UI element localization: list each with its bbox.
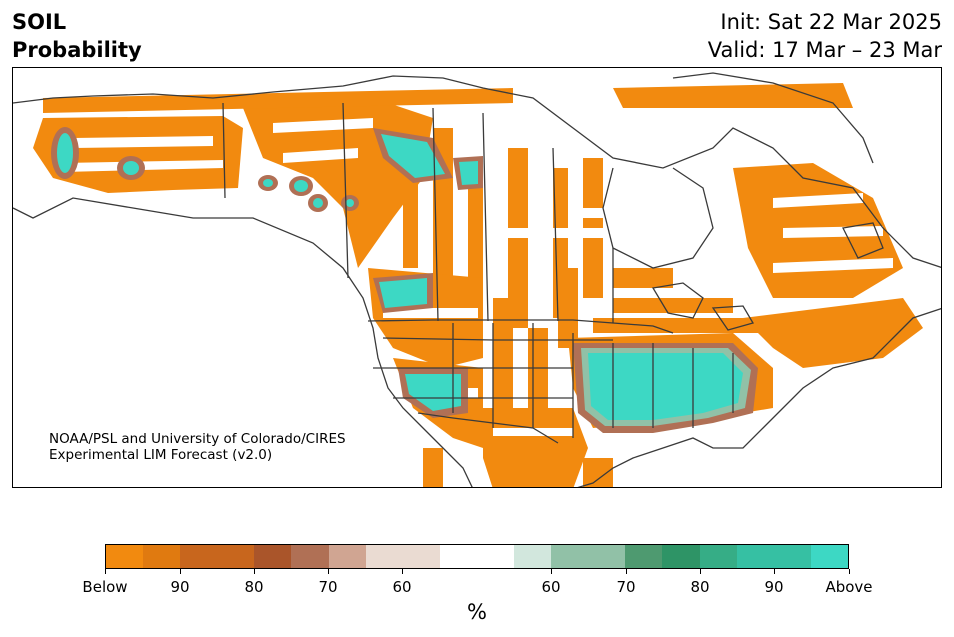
northeast-region <box>743 298 923 368</box>
colorbar-segment <box>328 545 366 568</box>
forecast-dates: Init: Sat 22 Mar 2025 Valid: 17 Mar – 23… <box>708 8 942 64</box>
colorbar-tick <box>551 569 552 574</box>
state-lines <box>373 323 734 438</box>
colorbar-tick-label: 90 <box>170 578 190 596</box>
arctic-band <box>43 83 853 113</box>
credit-line-2: Experimental LIM Forecast (v2.0) <box>49 447 273 463</box>
credit-line-1: NOAA/PSL and University of Colorado/CIRE… <box>49 431 346 447</box>
colorbar-segment <box>291 545 329 568</box>
colorbar-segment <box>625 545 663 568</box>
alaska-region <box>33 116 243 193</box>
coastlines-and-borders <box>13 72 941 487</box>
colorbar-segment <box>810 545 848 568</box>
colorbar-tick <box>402 569 403 574</box>
colorbar-tick-label: Below <box>82 578 128 596</box>
title-variable: SOIL <box>12 10 67 34</box>
colorbar-tick-label: 70 <box>318 578 338 596</box>
colorbar-segment <box>180 545 218 568</box>
colorbar-segment <box>662 545 700 568</box>
colorbar-tick-label: 60 <box>392 578 412 596</box>
colorbar-segment <box>254 545 292 568</box>
west-coast <box>13 197 473 487</box>
map-title: SOIL Probability <box>12 8 142 64</box>
texas-region <box>483 408 588 487</box>
colorbar-tick-label: 80 <box>244 578 264 596</box>
colorbar-segment <box>217 545 255 568</box>
canada-us-border <box>367 319 674 334</box>
probability-map <box>13 72 941 487</box>
colorbar-tick <box>626 569 627 574</box>
hudson-bay <box>602 167 714 269</box>
valid-range: Valid: 17 Mar – 23 Mar <box>707 38 942 62</box>
great-lakes <box>651 282 754 331</box>
colorbar-tick <box>849 569 850 574</box>
colorbar-segment <box>402 545 440 568</box>
colorbar-segment <box>588 545 626 568</box>
plains-stripes <box>493 268 773 468</box>
colorbar-segment <box>514 545 552 568</box>
colorbar-units: % <box>467 600 487 624</box>
colorbar-tick-label: Above <box>825 578 873 596</box>
north-america-coast <box>13 75 941 487</box>
colorbar-segment <box>439 545 477 568</box>
colorbar-tick <box>774 569 775 574</box>
credit-text: NOAA/PSL and University of Colorado/CIRE… <box>49 431 346 463</box>
colorbar-tick <box>180 569 181 574</box>
colorbar-segment <box>736 545 774 568</box>
colorbar-segment <box>365 545 403 568</box>
colorbar-segment <box>143 545 181 568</box>
pacific-northwest-above <box>373 273 433 313</box>
colorbar-segment <box>699 545 737 568</box>
colorbar-tick-label: 70 <box>616 578 636 596</box>
colorbar-segment <box>106 545 144 568</box>
southeast-us-above <box>573 343 758 433</box>
colorbar-tick-label: 80 <box>690 578 710 596</box>
mexico-stripes <box>423 448 613 487</box>
newfoundland <box>842 222 884 259</box>
colorbar-segment <box>551 545 589 568</box>
colorbar-segment <box>773 545 811 568</box>
colorbar-segment <box>476 545 515 568</box>
colorbar-tick-label: 90 <box>764 578 784 596</box>
canada-north-above <box>373 128 483 190</box>
title-type: Probability <box>12 38 142 62</box>
alaska-above <box>51 127 359 212</box>
colorbar <box>105 544 849 569</box>
colorbar-tick <box>254 569 255 574</box>
colorbar-tick-label: 60 <box>541 578 561 596</box>
colorbar-tick <box>700 569 701 574</box>
colorbar-tick <box>328 569 329 574</box>
above-normal-areas <box>51 127 758 433</box>
colorbar-tick <box>105 569 106 574</box>
map-panel <box>12 67 942 488</box>
province-lines <box>222 102 614 323</box>
greenland-edge <box>672 72 874 164</box>
great-basin-above <box>398 368 468 418</box>
init-date: Init: Sat 22 Mar 2025 <box>720 10 942 34</box>
